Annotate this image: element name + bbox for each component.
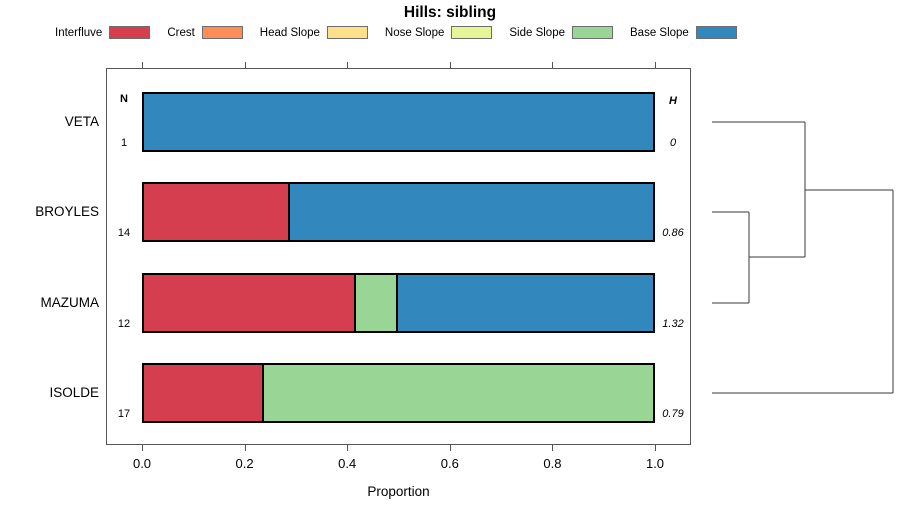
bar-segment xyxy=(356,275,399,331)
x-axis-tick-top xyxy=(347,62,349,68)
bar-segment xyxy=(144,184,290,240)
x-axis-tick-bottom xyxy=(347,445,349,451)
h-value: 0.79 xyxy=(662,408,684,420)
x-axis-tick-label: 0.4 xyxy=(338,456,357,471)
h-value: 0.86 xyxy=(662,227,684,239)
legend-item: Nose Slope xyxy=(384,26,493,39)
legend-color-swatch xyxy=(572,26,613,39)
legend-item: Crest xyxy=(167,26,243,39)
row-label: ISOLDE xyxy=(49,385,99,400)
legend-item-label: Crest xyxy=(167,26,195,39)
legend-item: Side Slope xyxy=(509,26,613,39)
x-axis-tick-label: 0.0 xyxy=(132,456,152,471)
legend-color-swatch xyxy=(201,26,243,39)
bar-segment xyxy=(144,275,357,331)
legend-item-label: Interfluve xyxy=(55,26,103,39)
h-value: 0 xyxy=(669,137,677,149)
x-axis-tick-top xyxy=(552,62,554,68)
legend-item-label: Side Slope xyxy=(509,26,565,39)
bar-segment xyxy=(263,365,653,421)
h-column-header: H xyxy=(669,95,677,107)
x-axis-tick-label: 0.6 xyxy=(440,456,459,471)
legend-item-label: Nose Slope xyxy=(384,26,445,39)
row-label: BROYLES xyxy=(35,204,99,219)
bar-row xyxy=(142,363,655,423)
legend-color-swatch xyxy=(109,26,151,39)
row-label: MAZUMA xyxy=(40,295,100,310)
x-axis-tick-bottom xyxy=(655,445,656,451)
chart-title: Hills: sibling xyxy=(403,4,497,21)
legend-item-label: Base Slope xyxy=(630,26,689,39)
bar-segment xyxy=(289,184,653,240)
x-axis-tick-label: 0.8 xyxy=(543,456,562,471)
bar-row xyxy=(142,273,655,333)
x-axis-tick-top xyxy=(655,62,656,68)
x-axis-label: Proportion xyxy=(367,484,430,499)
bar-row xyxy=(142,92,655,152)
n-column-header: N xyxy=(120,93,128,105)
legend-color-swatch xyxy=(451,26,493,39)
n-value: 17 xyxy=(117,408,131,420)
legend-item: Head Slope xyxy=(260,26,368,39)
bar-segment xyxy=(398,275,653,331)
x-axis-tick-bottom xyxy=(244,445,246,451)
bar-segment xyxy=(144,365,264,421)
h-value: 1.32 xyxy=(662,318,684,330)
legend-color-swatch xyxy=(326,26,368,39)
legend-item: Interfluve xyxy=(55,26,151,39)
x-axis-tick-bottom xyxy=(142,445,143,451)
legend-item: Base Slope xyxy=(630,26,737,39)
legend-color-swatch xyxy=(695,26,737,39)
x-axis-tick-bottom xyxy=(552,445,554,451)
n-value: 12 xyxy=(117,318,131,330)
x-axis-tick-label: 1.0 xyxy=(645,456,665,471)
bar-row xyxy=(142,182,655,242)
x-axis-tick-label: 0.2 xyxy=(235,456,254,471)
bar-segment xyxy=(144,94,653,150)
x-axis-tick-top xyxy=(142,62,143,68)
n-value: 14 xyxy=(117,227,131,239)
row-label: VETA xyxy=(64,114,99,129)
x-axis-tick-top xyxy=(244,62,246,68)
legend-item-label: Head Slope xyxy=(259,26,320,39)
x-axis-tick-top xyxy=(449,62,451,68)
n-value: 1 xyxy=(120,137,128,149)
legend: Interfluve Crest Head Slope Nose Slope Side … xyxy=(55,26,737,39)
x-axis-tick-bottom xyxy=(449,445,451,451)
